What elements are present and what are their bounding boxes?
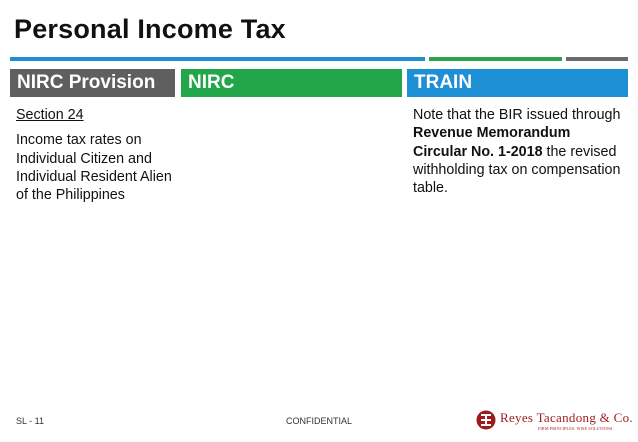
confidential-label: CONFIDENTIAL (286, 416, 353, 426)
company-logo: Reyes Tacandong & Co. FIRM PRINCIPLES. W… (476, 409, 633, 433)
seal-icon (476, 410, 496, 430)
provision-description: Income tax rates on Individual Citizen a… (16, 132, 172, 204)
section-reference: Section 24 (16, 107, 84, 123)
train-note-rest: the revised withholding tax on compensat… (413, 143, 621, 197)
train-note-circular: Revenue Memorandum Circular No. 1-2018 (413, 125, 571, 160)
train-note-intro: Note that the BIR issued through (413, 107, 621, 123)
title-rule-blue (10, 57, 425, 61)
logo-tagline: FIRM PRINCIPLES. WISE SOLUTIONS. (538, 426, 614, 431)
train-column-body: Note that the BIR issued through Revenue… (413, 106, 625, 197)
provision-column-body: Section 24 Income tax rates on Individua… (16, 106, 176, 204)
slide-title: Personal Income Tax (14, 14, 286, 44)
column-header-train: TRAIN (407, 69, 628, 97)
title-rule-gray (566, 57, 628, 61)
column-header-nirc: NIRC (181, 69, 402, 97)
column-header-nirc-provision: NIRC Provision (10, 69, 175, 97)
slide-number: SL - 11 (16, 416, 45, 426)
title-rule-green (429, 57, 562, 61)
logo-wordmark: Reyes Tacandong & Co. (500, 410, 633, 425)
